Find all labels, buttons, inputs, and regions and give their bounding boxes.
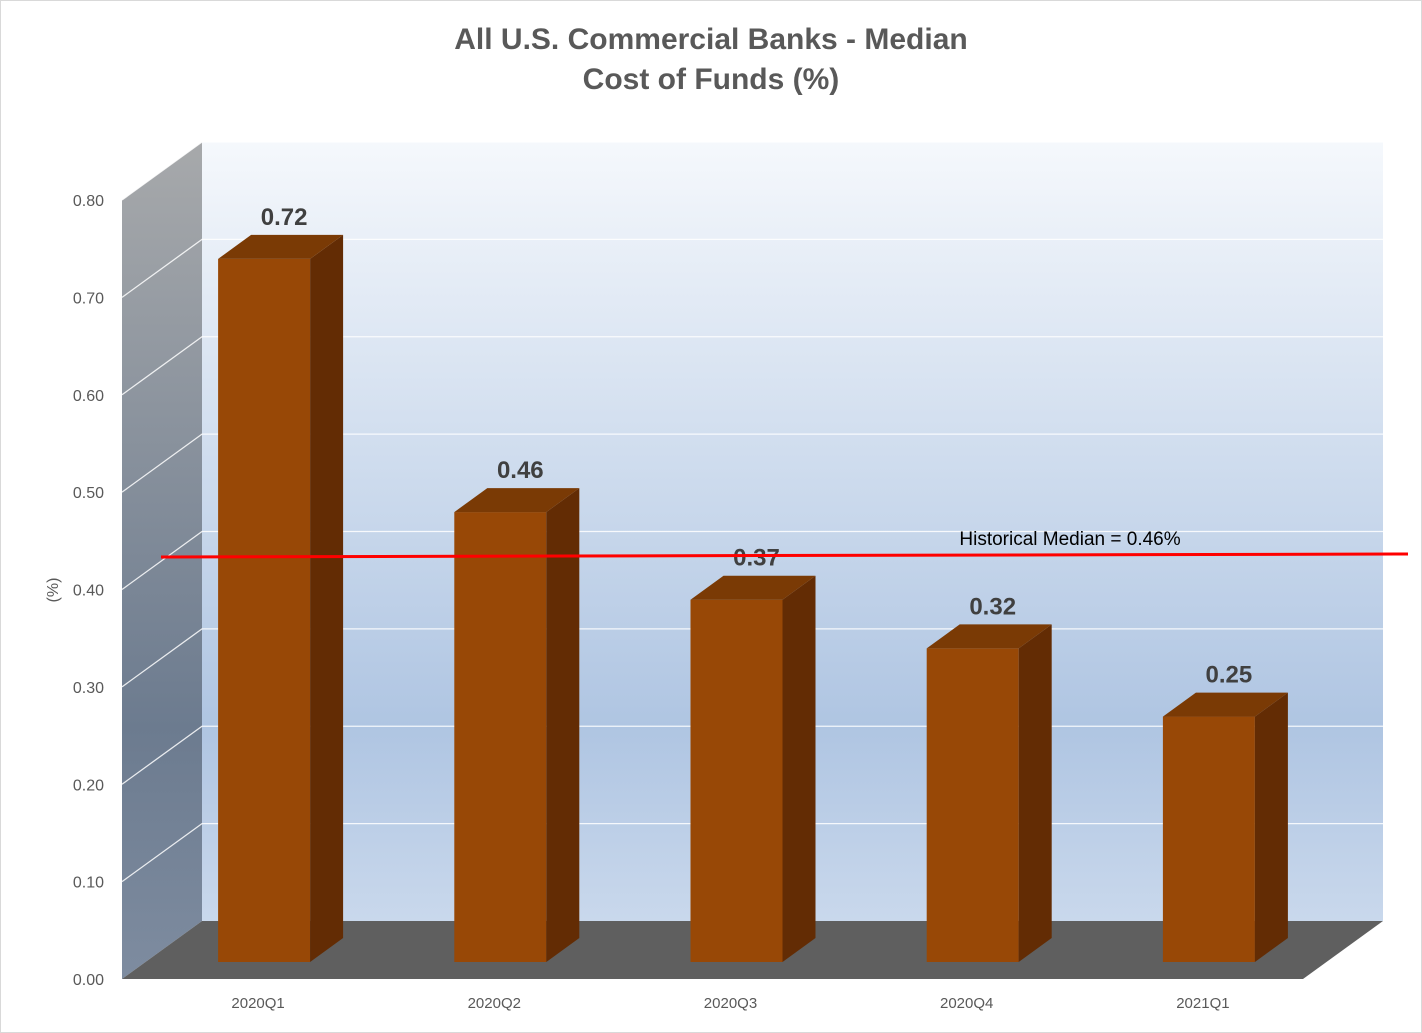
bar-top xyxy=(1162,692,1288,717)
bar-value-label: 0.25 xyxy=(1206,662,1253,689)
y-tick-label: 0.60 xyxy=(73,388,104,405)
bar: 0.32 xyxy=(926,593,1052,962)
x-tick-label: 2021Q1 xyxy=(1176,995,1229,1012)
bar-value-label: 0.72 xyxy=(261,204,308,231)
y-tick-label: 0.80 xyxy=(73,193,104,210)
bar-top xyxy=(454,488,580,513)
bar-side xyxy=(1018,624,1052,962)
y-axis-ticks: 0.00 0.10 0.20 0.30 0.40 0.50 0.60 0.70 0.80 xyxy=(73,193,104,989)
y-tick-label: 0.40 xyxy=(73,583,104,600)
y-tick-label: 0.50 xyxy=(73,485,104,502)
gridline xyxy=(121,141,1383,201)
bar-top xyxy=(218,234,344,259)
bar-front xyxy=(218,258,311,962)
chart-title: All U.S. Commercial Banks - Median Cost … xyxy=(0,20,1422,100)
bar-value-label: 0.32 xyxy=(969,593,1016,620)
y-tick-label: 0.70 xyxy=(73,290,104,307)
reference-line xyxy=(160,552,1409,559)
bar: 0.46 xyxy=(454,457,580,962)
bar-front xyxy=(454,512,547,962)
y-tick-label: 0.20 xyxy=(73,777,104,794)
bar-front xyxy=(1162,716,1255,962)
gridline xyxy=(121,433,1383,493)
y-tick-label: 0.30 xyxy=(73,680,104,697)
bar-value-label: 0.46 xyxy=(497,457,544,484)
bar-top xyxy=(690,575,816,600)
bar-side xyxy=(310,234,344,962)
bar: 0.72 xyxy=(218,204,344,962)
bar-value-label: 0.37 xyxy=(733,545,780,572)
bar-side xyxy=(1254,692,1288,962)
y-axis-label: (%) xyxy=(45,578,62,603)
x-tick-label: 2020Q4 xyxy=(940,995,993,1012)
reference-line-label: Historical Median = 0.46% xyxy=(959,529,1180,550)
bar: 0.37 xyxy=(690,545,816,962)
bar: 0.25 xyxy=(1162,662,1288,962)
x-axis-ticks: 2020Q1 2020Q2 2020Q3 2020Q4 2021Q1 xyxy=(231,995,1229,1012)
x-tick-label: 2020Q3 xyxy=(704,995,757,1012)
gridline xyxy=(121,336,1383,396)
x-tick-label: 2020Q1 xyxy=(231,995,284,1012)
gridline xyxy=(121,238,1383,298)
bar-side xyxy=(546,488,580,962)
x-tick-label: 2020Q2 xyxy=(468,995,521,1012)
reference-line-group: Historical Median = 0.46% xyxy=(160,529,1409,559)
bar-series: 0.72 0.46 0.37 0.32 0.25 xyxy=(218,204,1288,962)
y-tick-label: 0.10 xyxy=(73,875,104,892)
gridline xyxy=(121,530,1383,591)
chart-title-line-1: All U.S. Commercial Banks - Median xyxy=(454,23,968,56)
y-tick-label: 0.00 xyxy=(73,972,104,989)
chart-title-line-2: Cost of Funds (%) xyxy=(582,63,840,96)
bar-front xyxy=(690,599,783,962)
bar-side xyxy=(782,575,816,962)
bar-top xyxy=(926,624,1052,649)
bar-front xyxy=(926,648,1019,962)
